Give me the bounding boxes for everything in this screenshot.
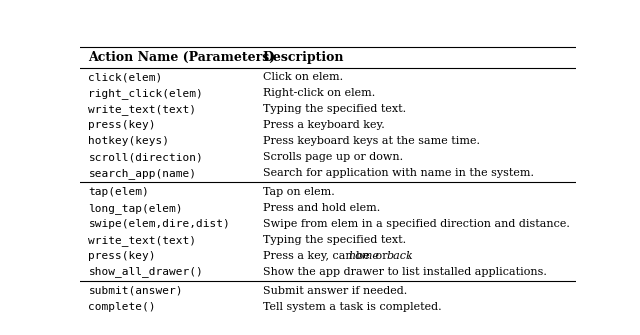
Text: scroll(direction): scroll(direction) [88, 152, 203, 162]
Text: back: back [387, 251, 413, 261]
Text: .: . [408, 251, 411, 261]
Text: press(key): press(key) [88, 120, 156, 130]
Text: write_text(text): write_text(text) [88, 234, 196, 246]
Text: complete(): complete() [88, 302, 156, 312]
Text: write_text(text): write_text(text) [88, 104, 196, 115]
Text: Action Name (Parameters): Action Name (Parameters) [88, 51, 276, 64]
Text: Press a key, can be: Press a key, can be [262, 251, 372, 261]
Text: press(key): press(key) [88, 251, 156, 261]
Text: Typing the specified text.: Typing the specified text. [262, 235, 406, 245]
Text: Typing the specified text.: Typing the specified text. [262, 105, 406, 115]
Text: search_app(name): search_app(name) [88, 168, 196, 179]
Text: hotkey(keys): hotkey(keys) [88, 136, 170, 146]
Text: click(elem): click(elem) [88, 72, 163, 82]
Text: Press a keyboard key.: Press a keyboard key. [262, 120, 384, 130]
Text: Submit answer if needed.: Submit answer if needed. [262, 286, 407, 296]
Text: Press and hold elem.: Press and hold elem. [262, 203, 380, 213]
Text: submit(answer): submit(answer) [88, 286, 183, 296]
Text: home: home [348, 251, 379, 261]
Text: Search for application with name in the system.: Search for application with name in the … [262, 169, 534, 179]
Text: Tell system a task is completed.: Tell system a task is completed. [262, 302, 441, 312]
Text: swipe(elem,dire,dist): swipe(elem,dire,dist) [88, 219, 230, 229]
Text: long_tap(elem): long_tap(elem) [88, 203, 183, 213]
Text: show_all_drawer(): show_all_drawer() [88, 267, 203, 277]
Text: Scrolls page up or down.: Scrolls page up or down. [262, 152, 403, 162]
Text: Swipe from elem in a specified direction and distance.: Swipe from elem in a specified direction… [262, 219, 570, 229]
Text: Press keyboard keys at the same time.: Press keyboard keys at the same time. [262, 136, 479, 146]
Text: or: or [372, 251, 391, 261]
Text: Show the app drawer to list installed applications.: Show the app drawer to list installed ap… [262, 267, 547, 277]
Text: Click on elem.: Click on elem. [262, 72, 342, 82]
Text: Description: Description [262, 51, 344, 64]
Text: Tap on elem.: Tap on elem. [262, 187, 334, 197]
Text: tap(elem): tap(elem) [88, 187, 149, 197]
Text: right_click(elem): right_click(elem) [88, 88, 203, 99]
Text: Right-click on elem.: Right-click on elem. [262, 88, 375, 98]
